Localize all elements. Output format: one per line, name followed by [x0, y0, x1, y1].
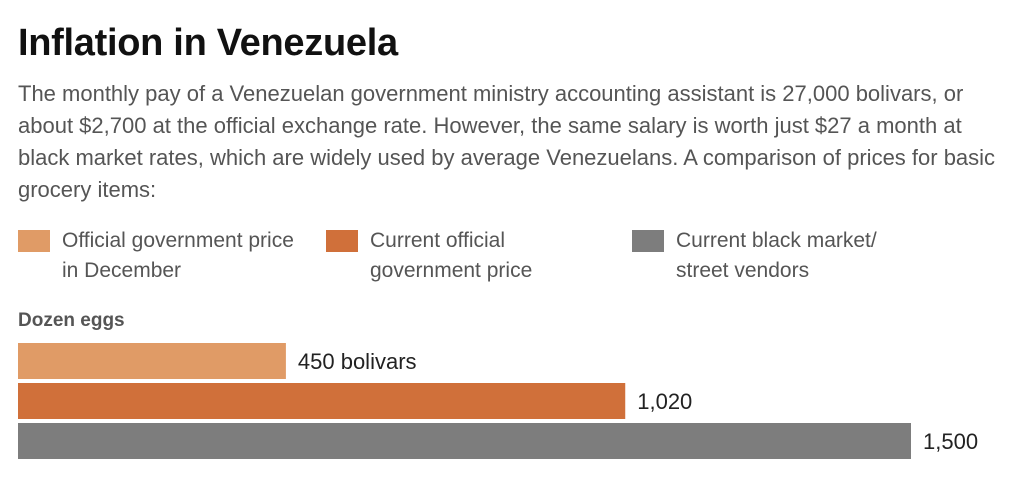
bar-value-label: 1,020: [637, 389, 692, 414]
bar-2: [18, 383, 626, 419]
bar-value-label: 1,500: [923, 429, 978, 454]
legend-swatch: [326, 230, 358, 252]
bar-value-label: 450 bolivars: [298, 349, 417, 374]
legend-label: Current black market/ street vendors: [676, 229, 877, 282]
bar-1: [18, 343, 286, 379]
bar-3: [18, 423, 911, 459]
chart-title: Inflation in Venezuela: [18, 22, 398, 64]
legend-label: Official government price in December: [62, 229, 294, 282]
legend-swatch: [18, 230, 50, 252]
category-label: Dozen eggs: [18, 310, 125, 331]
legend-label: Current official government price: [370, 229, 533, 282]
legend-swatch: [632, 230, 664, 252]
chart-subtitle: The monthly pay of a Venezuelan governme…: [18, 81, 996, 202]
legend: Official government price in December Cu…: [0, 226, 1024, 286]
